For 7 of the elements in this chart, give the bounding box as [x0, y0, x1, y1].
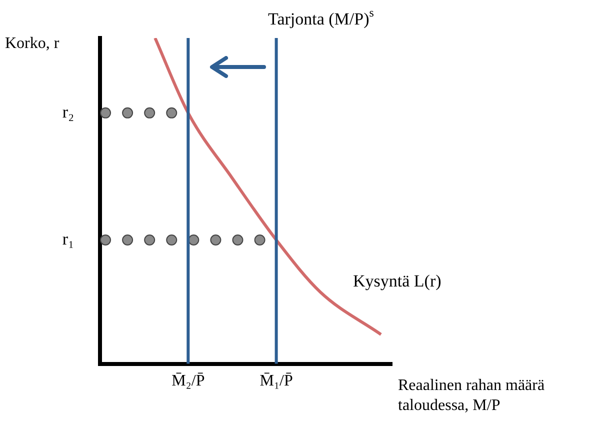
x-axis-title: Reaalinen rahan määrä taloudessa, M/P: [398, 377, 545, 414]
x-tick-label: M̄₂/P̄: [172, 372, 205, 390]
series-label: r₁: [62, 229, 74, 248]
x-tick-label: M̄₁/P̄: [260, 372, 293, 390]
y-axis-title: Korko, r: [5, 35, 60, 52]
annotation: Kysyntä L(r): [353, 271, 442, 290]
series-label: r₂: [62, 102, 74, 122]
